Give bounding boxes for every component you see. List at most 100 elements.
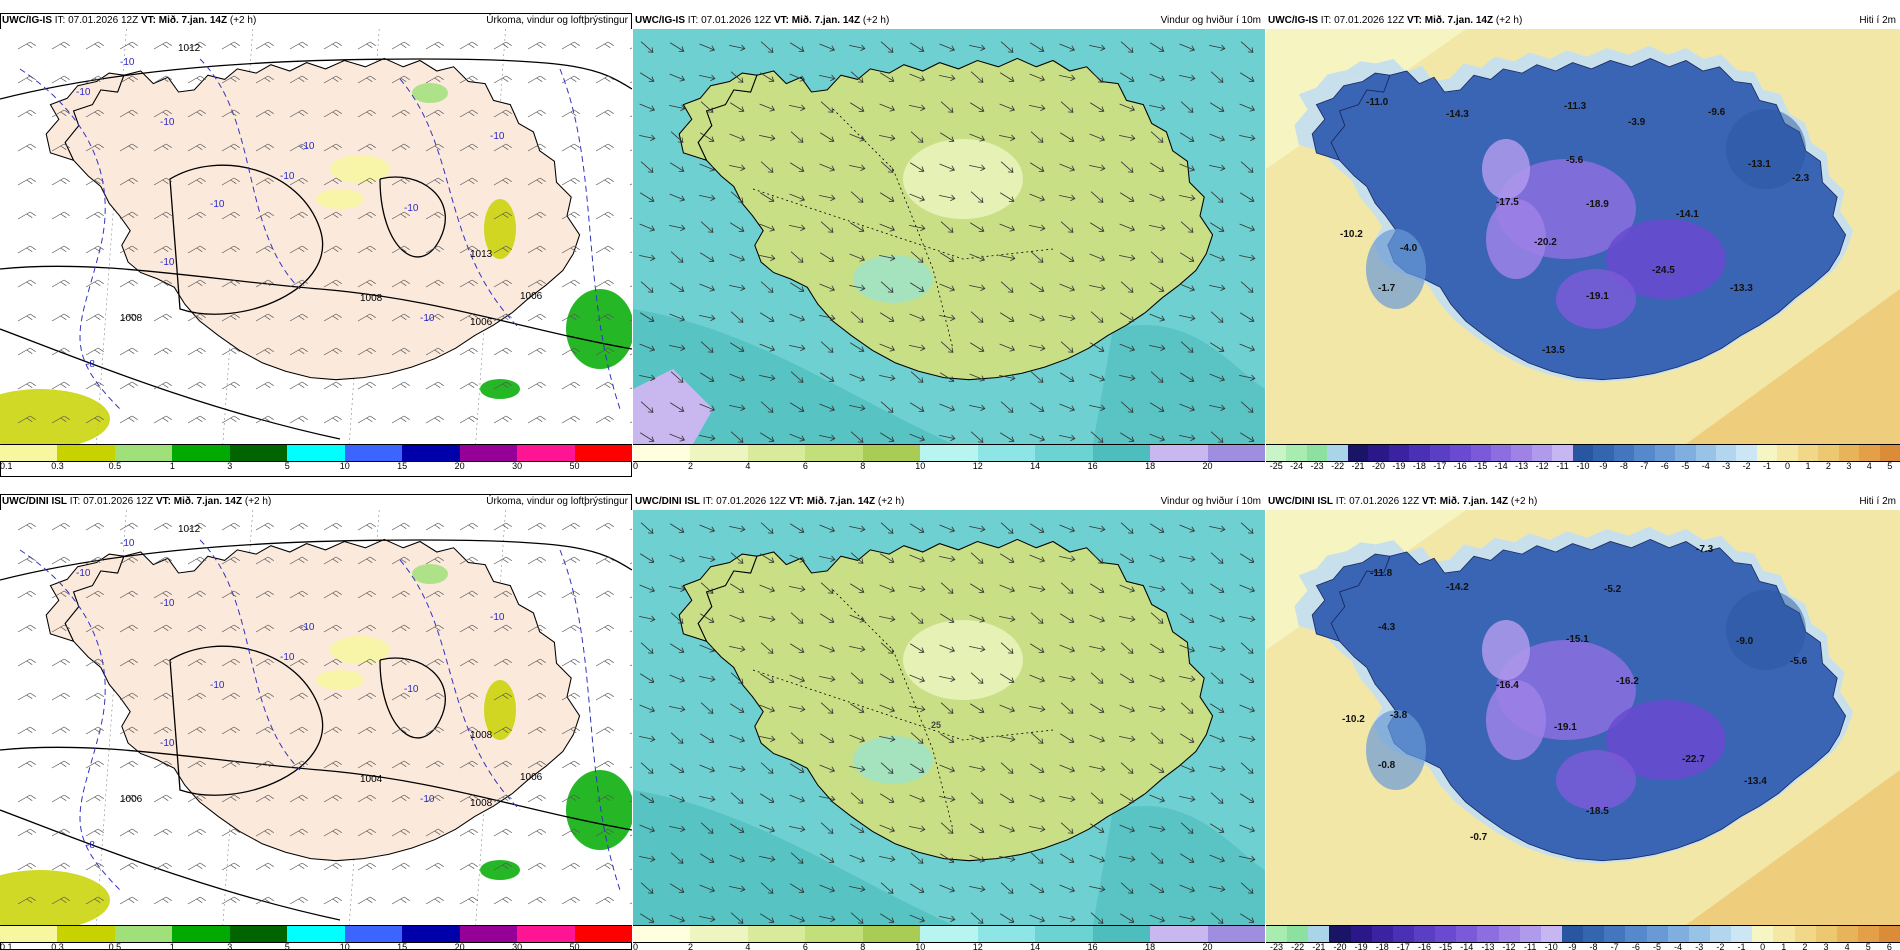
wind-arrow-icon (1239, 824, 1256, 833)
wind-arrow-icon (1209, 404, 1226, 412)
wind-arrow-icon (669, 794, 686, 803)
wind-arrow-icon (969, 133, 986, 142)
wind-map[interactable] (633, 29, 1265, 444)
wind-arrow-icon (669, 313, 686, 322)
legend-swatch (287, 445, 345, 461)
wind-arrow-icon (670, 251, 684, 263)
wind-arrow-icon (849, 645, 866, 653)
wind-arrow-icon (819, 644, 836, 653)
wind-arrow-icon (850, 71, 864, 83)
wind-arrow-icon (699, 43, 716, 52)
wind-arrow-icon (790, 883, 805, 894)
legend-tick: 4 (1866, 461, 1872, 471)
wind-arrow-icon (970, 823, 985, 834)
wind-barb-icon (561, 590, 580, 599)
temp-map[interactable]: -11.8 -14.2 -7.3 -5.2 -4.3 -15.1 -9.0 -5.6 -16.4… (1266, 510, 1900, 925)
wind-arrow-icon (1209, 765, 1226, 773)
precip-map[interactable]: 1012 1008 1006 1008 1006 1004 -10 -10 -10 -10 -10 -… (0, 510, 632, 925)
isotherm-label: -10 (76, 568, 91, 579)
wind-arrow-icon (1119, 584, 1136, 593)
legend-tick: 0 (1785, 461, 1791, 471)
wind-barb-icon (493, 692, 512, 701)
temperature-value: -11.3 (1564, 101, 1587, 112)
wind-barb-icon (595, 862, 614, 871)
wind-arrow-icon (910, 883, 925, 894)
model-name: UWC/IG-IS (1268, 15, 1318, 26)
wind-arrow-icon (760, 401, 774, 413)
wind-barb-icon (187, 41, 206, 50)
wind-arrow-icon (789, 344, 806, 352)
wind-arrow-icon (1150, 282, 1165, 293)
legend-swatch (1413, 926, 1436, 942)
wind-barb-icon (561, 279, 580, 288)
wind-arrow-icon (1090, 703, 1105, 714)
legend-tick: 16 (1087, 461, 1098, 471)
wind-arrow-icon (970, 792, 984, 804)
legend-tick: -13 (1481, 942, 1495, 950)
legend-tick: -9 (1599, 461, 1608, 471)
wind-arrow-icon (969, 253, 986, 262)
wind-arrow-icon (1239, 223, 1256, 232)
temperature-value: -13.4 (1744, 776, 1767, 787)
wind-barb-icon (153, 313, 172, 322)
wind-barb-icon (119, 590, 138, 599)
wind-arrow-icon (639, 704, 656, 713)
wind-arrow-icon (1029, 674, 1046, 683)
wind-barb-icon (459, 347, 478, 356)
wind-arrow-icon (939, 403, 956, 412)
wind-arrow-icon (640, 642, 654, 654)
legend-tick: -7 (1610, 942, 1619, 950)
wind-arrow-icon (729, 525, 746, 533)
wind-arrow-icon (1180, 853, 1195, 864)
wind-arrow-icon (970, 583, 985, 594)
wind-barb-icon (323, 862, 342, 871)
wind-barb-icon (323, 828, 342, 837)
wind-arrow-icon (759, 824, 776, 833)
wind-barb-icon (527, 522, 546, 531)
temperature-value: -19.1 (1554, 722, 1577, 733)
wind-barb-icon (391, 896, 410, 905)
wind-arrow-icon (669, 433, 686, 442)
wind-barb-icon (187, 211, 206, 220)
legend-tick: 1 (1781, 942, 1787, 950)
wind-barb-icon (289, 143, 308, 152)
wind-arrow-icon (1209, 164, 1226, 172)
wind-arrow-icon (879, 103, 896, 112)
wind-arrow-icon (1119, 704, 1136, 713)
wind-arrow-icon (1029, 104, 1046, 112)
wind-arrow-icon (1180, 341, 1194, 353)
isotherm-label: -10 (420, 794, 435, 805)
wind-arrow-icon (1000, 673, 1015, 684)
wind-arrow-icon (909, 825, 926, 833)
wind-barb-icon (85, 658, 104, 667)
wind-arrow-icon (790, 523, 805, 534)
wind-map[interactable]: 25 (633, 510, 1265, 925)
wind-barb-icon (459, 143, 478, 152)
wind-arrow-icon (699, 764, 716, 773)
temp-map[interactable]: -11.0 -14.3 -11.3 -3.9 -9.6 -5.6 -13.1 -2.3 -17.… (1266, 29, 1900, 444)
panel-row2-wind: UWC/DINI ISL IT: 07.01.2026 12Z VT: Mið.… (633, 494, 1265, 950)
wind-arrow-icon (669, 825, 686, 833)
wind-arrows (639, 522, 1256, 924)
legend-swatch (574, 926, 632, 942)
precip-map[interactable]: 1012 1013 1008 1006 1006 1008 -10 -10 -10 -10 -10 -… (0, 29, 632, 444)
temperature-value: -22.7 (1682, 754, 1705, 765)
wind-barb-icon (153, 556, 172, 565)
legend-swatch (1818, 445, 1839, 461)
wind-arrow-icon (1239, 134, 1256, 142)
wind-arrow-icon (789, 914, 806, 923)
legend-tick: 20 (1202, 461, 1213, 471)
wind-barb-icon (595, 245, 614, 254)
wind-barb-icon (255, 279, 274, 288)
wind-arrow-icon (1000, 793, 1015, 804)
legend-tick: -18 (1375, 942, 1389, 950)
wind-barb-icon (119, 245, 138, 254)
wind-barb-icon (493, 211, 512, 220)
wind-barb-icon (357, 347, 376, 356)
isotherm-label: -10 (210, 680, 225, 691)
wind-barb-icon (187, 143, 206, 152)
wind-arrow-icon (819, 675, 836, 683)
wind-barb-icon (221, 590, 240, 599)
wind-arrow-icon (969, 734, 986, 743)
wind-arrow-icon (1060, 853, 1075, 864)
